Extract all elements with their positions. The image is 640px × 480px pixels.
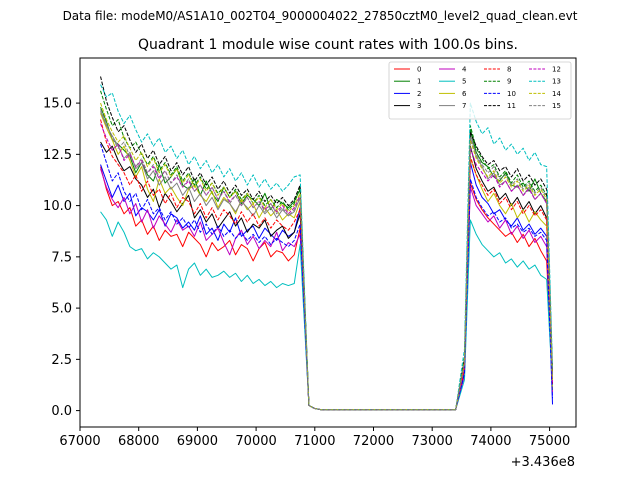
legend-label-0: 0 — [417, 66, 421, 74]
x-tick-label: 70000 — [235, 434, 276, 449]
legend-label-8: 8 — [507, 66, 511, 74]
axes: 67000 68000 69000 70000 71000 72000 73000 74000… — [43, 57, 577, 449]
legend-label-4: 4 — [462, 66, 467, 74]
legend-label-1: 1 — [417, 78, 421, 86]
x-tick-label: 72000 — [353, 434, 394, 449]
y-tick-label: 10.0 — [43, 199, 72, 214]
legend-label-3: 3 — [417, 102, 421, 110]
legend-label-7: 7 — [462, 102, 466, 110]
series-line-14 — [100, 102, 554, 411]
series-lines — [100, 76, 554, 411]
legend-label-14: 14 — [552, 90, 561, 98]
x-tick-label: 71000 — [294, 434, 335, 449]
x-tick-label: 73000 — [412, 434, 453, 449]
legend-box — [388, 61, 572, 120]
x-tick-label: 68000 — [118, 434, 159, 449]
legend-label-15: 15 — [552, 102, 561, 110]
x-tick-label: 69000 — [177, 434, 218, 449]
legend-label-11: 11 — [507, 102, 516, 110]
plot-area — [100, 76, 554, 411]
legend-label-9: 9 — [507, 78, 511, 86]
suptitle: Data file: modeM0/AS1A10_002T04_90000040… — [63, 9, 578, 23]
y-tick-label: 0.0 — [51, 404, 72, 419]
y-tick-label: 2.5 — [51, 353, 72, 368]
legend-label-6: 6 — [462, 90, 467, 98]
x-tick-label: 74000 — [470, 434, 511, 449]
x-offset-label: +3.436e8 — [511, 455, 575, 470]
x-tick-label: 67000 — [59, 434, 100, 449]
legend-label-10: 10 — [507, 90, 516, 98]
series-line-15 — [100, 109, 554, 411]
axes-frame — [79, 57, 577, 428]
legend-label-2: 2 — [417, 90, 421, 98]
legend-label-13: 13 — [552, 78, 561, 86]
y-tick-label: 5.0 — [51, 302, 72, 317]
chart-title: Quadrant 1 module wise count rates with … — [138, 37, 518, 53]
y-tick-label: 15.0 — [43, 97, 72, 112]
y-tick-label: 12.5 — [43, 148, 72, 163]
x-tick-label: 75000 — [529, 434, 570, 449]
legend-label-5: 5 — [462, 78, 466, 86]
legend-label-12: 12 — [552, 66, 561, 74]
y-tick-label: 7.5 — [51, 250, 72, 265]
